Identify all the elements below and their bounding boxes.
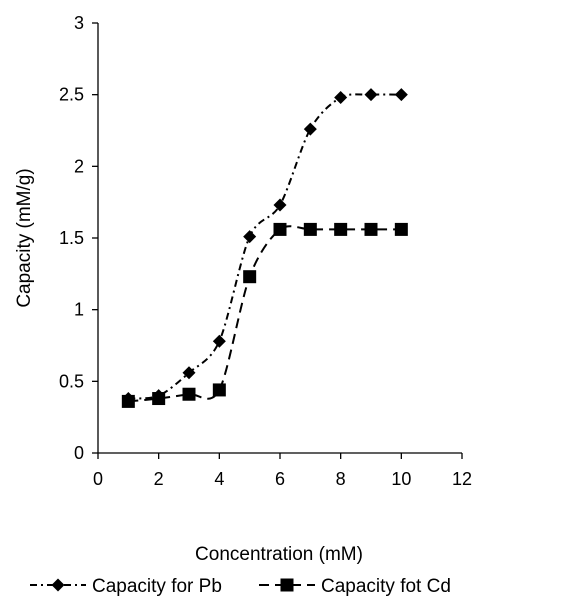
legend-label: Capacity for Pb <box>92 576 222 597</box>
legend: Capacity for Pb Capacity fot Cd <box>30 576 451 597</box>
y-tick-label: 3 <box>74 13 84 33</box>
data-point <box>243 230 257 244</box>
series-line <box>128 225 402 403</box>
y-tick-label: 1 <box>74 300 84 320</box>
data-point <box>121 394 135 408</box>
x-tick-label: 12 <box>452 469 472 489</box>
series-line <box>128 93 402 400</box>
series-layer <box>121 88 408 408</box>
data-point <box>394 222 408 236</box>
data-point <box>303 222 317 236</box>
x-tick-label: 0 <box>93 469 103 489</box>
series-1 <box>121 222 408 408</box>
x-tick-label: 4 <box>214 469 224 489</box>
legend-marker <box>51 578 65 592</box>
y-tick-label: 0.5 <box>59 371 84 391</box>
data-point <box>273 222 287 236</box>
data-point <box>212 334 226 348</box>
axes: 0 0.5 1 1.5 2 2.5 3 0 2 4 6 8 10 12 <box>59 13 472 489</box>
legend-label: Capacity fot Cd <box>321 576 451 597</box>
data-point <box>303 122 317 136</box>
data-point <box>334 91 348 105</box>
data-point <box>182 387 196 401</box>
data-point <box>394 88 408 102</box>
data-point <box>334 222 348 236</box>
x-tick-label: 6 <box>275 469 285 489</box>
y-tick-label: 1.5 <box>59 228 84 248</box>
x-axis-title: Concentration (mM) <box>195 544 363 565</box>
data-point <box>182 366 196 380</box>
legend-marker <box>280 578 294 592</box>
data-point <box>152 392 166 406</box>
data-point <box>364 88 378 102</box>
x-tick-label: 10 <box>391 469 411 489</box>
data-point <box>273 198 287 212</box>
x-tick-label: 8 <box>336 469 346 489</box>
data-point <box>243 270 257 284</box>
y-axis-title: Capacity (mM/g) <box>14 168 35 307</box>
data-point <box>364 222 378 236</box>
y-tick-label: 2 <box>74 156 84 176</box>
data-point <box>212 383 226 397</box>
x-tick-label: 2 <box>154 469 164 489</box>
y-tick-label: 0 <box>74 443 84 463</box>
y-tick-label: 2.5 <box>59 85 84 105</box>
